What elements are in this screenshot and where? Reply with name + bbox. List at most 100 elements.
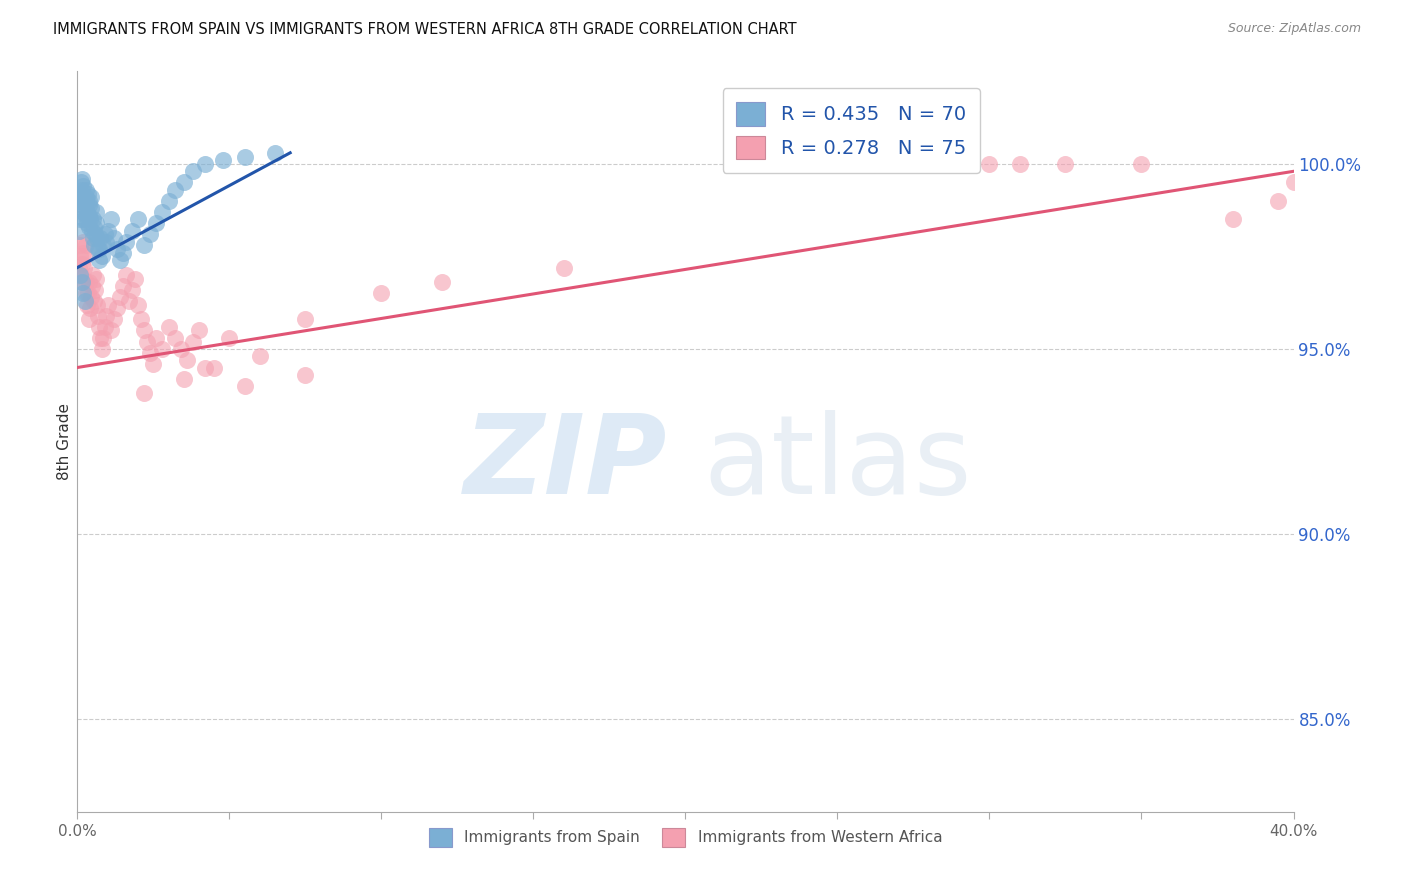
Point [124, 271, 146, 285]
Point [84, 227, 107, 242]
Point [97, 223, 120, 237]
Point [80, 190, 103, 204]
Point [136, 334, 159, 349]
Text: ZIP: ZIP [464, 410, 668, 517]
Point [72, 205, 94, 219]
Point [80, 202, 103, 216]
Point [89, 231, 111, 245]
Point [1130, 157, 1153, 171]
Point [157, 319, 180, 334]
Point [69, 194, 91, 208]
Point [103, 312, 125, 326]
Point [72, 245, 94, 260]
Point [79, 212, 101, 227]
Point [87, 253, 110, 268]
Point [115, 268, 138, 282]
Point [73, 293, 96, 308]
Point [194, 157, 217, 171]
Point [127, 212, 149, 227]
Point [82, 212, 104, 227]
Point [77, 197, 100, 211]
Point [83, 293, 105, 308]
Point [80, 223, 103, 237]
Point [79, 301, 101, 316]
Point [152, 342, 174, 356]
Point [86, 231, 108, 245]
Point [87, 242, 110, 256]
Point [80, 279, 103, 293]
Point [87, 319, 110, 334]
Y-axis label: 8th Grade: 8th Grade [56, 403, 72, 480]
Point [96, 235, 118, 249]
Point [72, 235, 94, 249]
Point [69, 268, 91, 282]
Point [100, 323, 122, 337]
Point [73, 249, 96, 263]
Point [111, 245, 134, 260]
Point [75, 190, 97, 204]
Point [83, 238, 105, 252]
Point [173, 371, 195, 385]
Point [70, 276, 93, 290]
Point [202, 360, 225, 375]
Point [67, 223, 90, 237]
Point [72, 190, 94, 204]
Point [67, 260, 90, 275]
Point [188, 323, 211, 337]
Point [82, 231, 104, 245]
Point [75, 276, 97, 290]
Point [75, 194, 97, 208]
Point [194, 360, 217, 375]
Point [103, 231, 125, 245]
Point [91, 331, 114, 345]
Point [111, 279, 134, 293]
Point [163, 183, 186, 197]
Point [70, 175, 93, 189]
Point [294, 368, 316, 382]
Point [105, 301, 128, 316]
Point [264, 145, 287, 160]
Point [84, 216, 107, 230]
Point [82, 268, 104, 282]
Point [83, 219, 105, 234]
Point [115, 235, 138, 249]
Point [142, 357, 165, 371]
Point [75, 209, 97, 223]
Point [553, 260, 575, 275]
Point [139, 345, 162, 359]
Point [163, 331, 186, 345]
Point [89, 331, 111, 345]
Point [77, 209, 100, 223]
Point [96, 309, 118, 323]
Point [72, 179, 94, 194]
Point [84, 271, 107, 285]
Point [72, 257, 94, 271]
Point [76, 205, 98, 219]
Point [70, 183, 93, 197]
Text: atlas: atlas [703, 410, 972, 517]
Text: Source: ZipAtlas.com: Source: ZipAtlas.com [1227, 22, 1361, 36]
Point [80, 290, 103, 304]
Point [93, 227, 115, 242]
Point [1008, 157, 1031, 171]
Point [77, 286, 100, 301]
Point [157, 194, 180, 208]
Point [173, 175, 195, 189]
Point [73, 260, 96, 275]
Point [75, 183, 97, 197]
Point [233, 149, 256, 163]
Point [97, 297, 120, 311]
Point [73, 202, 96, 216]
Legend: Immigrants from Spain, Immigrants from Western Africa: Immigrants from Spain, Immigrants from W… [419, 819, 952, 856]
Point [69, 212, 91, 227]
Point [93, 319, 115, 334]
Point [79, 194, 101, 208]
Point [76, 216, 98, 230]
Point [72, 197, 94, 211]
Point [79, 312, 101, 326]
Point [86, 297, 108, 311]
Point [77, 186, 100, 201]
Point [127, 297, 149, 311]
Point [121, 283, 143, 297]
Point [1222, 212, 1244, 227]
